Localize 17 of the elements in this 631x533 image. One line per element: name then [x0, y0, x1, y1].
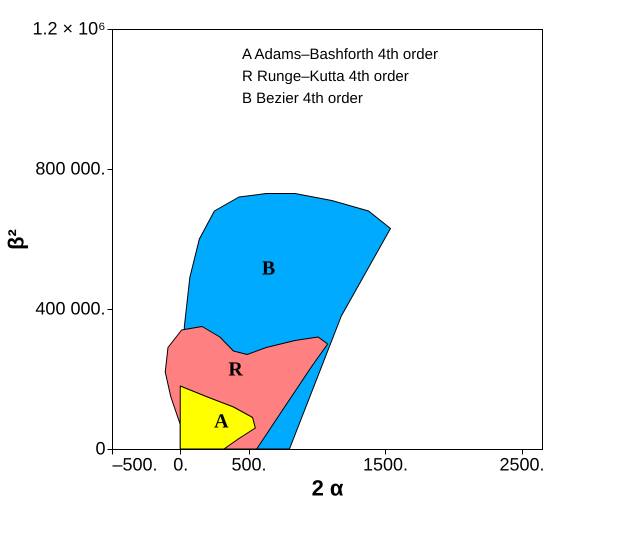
series-label: A	[214, 410, 230, 432]
y-tick-label: 1.2 × 10⁶	[32, 18, 106, 38]
y-tick-label: 400 000.	[35, 298, 106, 318]
annotation: R Runge–Kutta 4th order	[242, 68, 409, 85]
x-tick-label: 0.	[173, 454, 188, 474]
x-tick-label: 2500.	[500, 454, 545, 474]
y-tick-label: 0	[95, 438, 106, 458]
annotation: A Adams–Bashforth 4th order	[242, 46, 438, 63]
x-tick-label: 1500.	[362, 454, 408, 474]
y-tick-label: 800 000.	[35, 158, 106, 178]
series-label: B	[262, 258, 276, 280]
x-tick-label: 500.	[231, 454, 267, 474]
y-axis-title: β²	[4, 229, 29, 250]
x-axis-title: 2 α	[312, 476, 344, 500]
x-tick-label: –500.	[112, 454, 158, 474]
annotation: B Bezier 4th order	[242, 90, 363, 107]
series-label: R	[228, 358, 244, 381]
